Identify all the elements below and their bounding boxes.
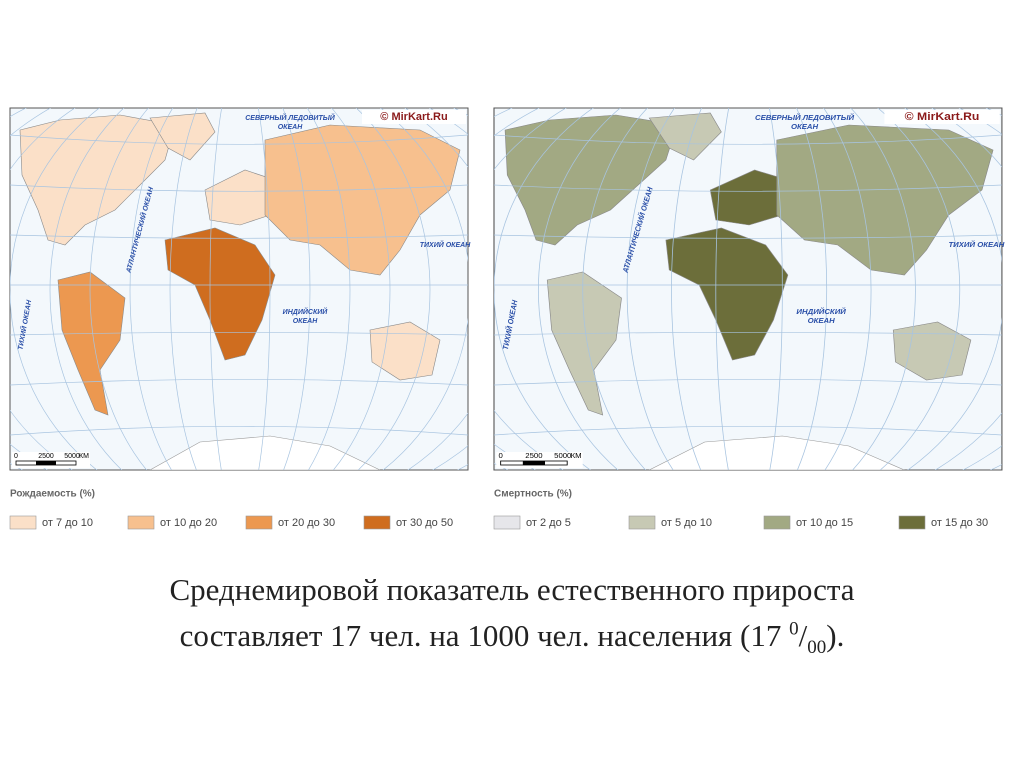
meridian [129, 108, 351, 470]
meridian [49, 108, 431, 470]
caption-text: составляет 17 чел. на 1000 чел. населени… [179, 618, 790, 653]
region [892, 321, 972, 381]
parallel [10, 378, 468, 386]
legend-label: от 20 до 30 [278, 517, 335, 529]
region [665, 227, 789, 361]
caption-line: составляет 17 чел. на 1000 чел. населени… [0, 618, 1024, 659]
scale-label: 2500 [525, 451, 542, 460]
parallel [494, 378, 1002, 386]
scale-label: 2500 [38, 453, 54, 460]
meridian [715, 108, 783, 470]
legend-label: от 30 до 50 [396, 517, 453, 529]
copyright: © MirKart.Ru [905, 110, 980, 122]
ocean-label: СЕВЕРНЫЙ ЛЕДОВИТЫЙ [755, 113, 855, 122]
meridian [209, 108, 271, 470]
legend-swatch [493, 515, 521, 530]
copyright-bg [362, 110, 466, 124]
ocean-label: ОКЕАН [808, 316, 836, 325]
meridian [169, 108, 311, 470]
region [264, 124, 461, 276]
ocean-label: ИНДИЙСКИЙ [283, 307, 329, 316]
scale-label: КМ [79, 453, 89, 460]
scale-label: 0 [14, 453, 18, 460]
scale-label: 5000 [554, 451, 571, 460]
meridian [538, 108, 961, 470]
parallel [10, 425, 468, 436]
legend-label: от 15 до 30 [931, 517, 988, 529]
scale-label: 5000 [64, 453, 80, 460]
copyright-bg [884, 110, 1000, 124]
copyright: © MirKart.Ru [380, 111, 447, 123]
legend-swatch [898, 515, 926, 530]
meridian [626, 108, 872, 470]
legend-swatch [9, 515, 37, 530]
meridian [89, 108, 391, 470]
caption-line: Среднемировой показатель естественного п… [169, 572, 855, 607]
scale-bar [36, 461, 56, 465]
parallel [494, 184, 1002, 192]
caption-slash: / [798, 618, 808, 653]
ocean-label: ОКЕАН [791, 122, 819, 131]
parallel [494, 134, 1002, 145]
region [776, 124, 994, 276]
meridian [671, 108, 828, 470]
parallel [494, 425, 1002, 436]
parallel [10, 234, 468, 239]
meridian [582, 108, 916, 470]
ocean-label: ИНДИЙСКИЙ [796, 307, 846, 316]
legend-label: от 5 до 10 [661, 517, 712, 529]
ocean-label: ОКЕАН [293, 318, 318, 325]
map-body [10, 108, 468, 470]
region [19, 114, 176, 246]
parallel [10, 331, 468, 336]
ocean-label: ТИХИЙ ОКЕАН [948, 240, 1005, 249]
parallel [494, 234, 1002, 239]
caption-end: ). [826, 618, 845, 653]
caption-sub: 00 [807, 637, 827, 659]
legend-swatch [763, 515, 791, 530]
legend-swatch [363, 515, 391, 530]
region [369, 321, 441, 381]
region [164, 227, 276, 361]
parallel [494, 331, 1002, 336]
ocean-label: ОКЕАН [278, 124, 303, 131]
ocean-label: СЕВЕРНЫЙ ЛЕДОВИТЫЙ [245, 113, 335, 122]
legend-label: от 2 до 5 [526, 517, 571, 529]
map-body [494, 108, 1002, 470]
legend-swatch [628, 515, 656, 530]
legend-title: Смертность (%) [494, 489, 572, 500]
scale-label: 0 [498, 451, 502, 460]
antarctica [149, 435, 381, 470]
parallel [10, 134, 468, 145]
scale-bar [522, 461, 546, 465]
region [504, 114, 678, 246]
legend-swatch [127, 515, 155, 530]
scale-label: КМ [571, 451, 582, 460]
ocean-label: ТИХИЙ ОКЕАН [420, 240, 471, 249]
legend-title: Рождаемость (%) [10, 489, 95, 500]
legend-label: от 7 до 10 [42, 517, 93, 529]
legend-label: от 10 до 15 [796, 517, 853, 529]
antarctica [648, 435, 905, 470]
legend-label: от 10 до 20 [160, 517, 217, 529]
caption-sup: 0 [789, 618, 799, 640]
parallel [10, 184, 468, 192]
legend-swatch [245, 515, 273, 530]
